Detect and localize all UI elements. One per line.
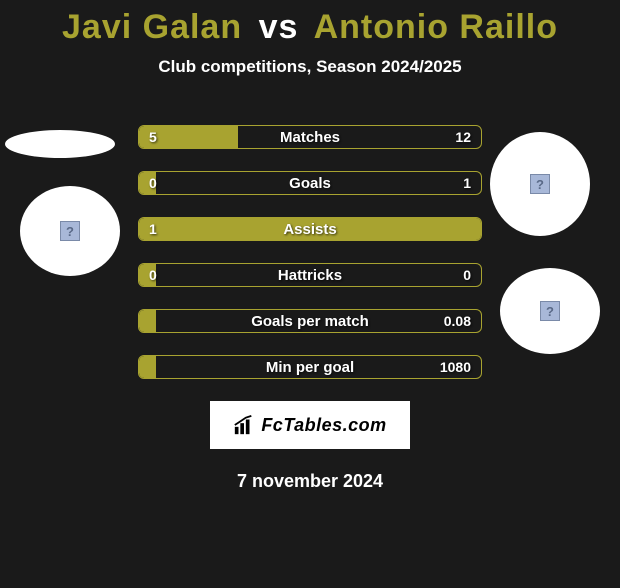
subtitle: Club competitions, Season 2024/2025 [0,57,620,77]
placeholder-badge-icon: ? [60,221,80,241]
placeholder-badge-icon: ? [540,301,560,321]
stat-bar-row: 5Matches12 [138,125,482,149]
stat-right-value: 1 [463,172,471,194]
stat-label: Goals [139,172,481,194]
player2-name: Antonio Raillo [314,8,558,46]
vs-label: vs [259,8,299,46]
stat-label: Min per goal [139,356,481,378]
stat-label: Goals per match [139,310,481,332]
chart-icon [233,414,255,436]
decor-ellipse-top-left [5,130,115,158]
stat-bar-row: Min per goal1080 [138,355,482,379]
stat-label: Hattricks [139,264,481,286]
player2-avatar-circle: ? [490,132,590,236]
stat-right-value: 0 [463,264,471,286]
comparison-title: Javi Galan vs Antonio Raillo [0,8,620,47]
stat-right-value: 12 [455,126,471,148]
stat-right-value: 1080 [440,356,471,378]
stat-label: Assists [139,218,481,240]
player2-club-circle: ? [500,268,600,354]
stat-right-value: 0.08 [444,310,471,332]
stat-bar-row: 0Goals1 [138,171,482,195]
placeholder-badge-icon: ? [530,174,550,194]
date-label: 7 november 2024 [0,471,620,492]
stat-bars-container: 5Matches120Goals11Assists0Hattricks0Goal… [138,125,482,379]
player1-name: Javi Galan [62,8,242,46]
stat-bar-row: Goals per match0.08 [138,309,482,333]
stat-bar-row: 1Assists [138,217,482,241]
stat-label: Matches [139,126,481,148]
stat-bar-row: 0Hattricks0 [138,263,482,287]
player1-avatar-circle: ? [20,186,120,276]
site-logo: FcTables.com [210,401,410,449]
logo-text: FcTables.com [261,415,386,436]
